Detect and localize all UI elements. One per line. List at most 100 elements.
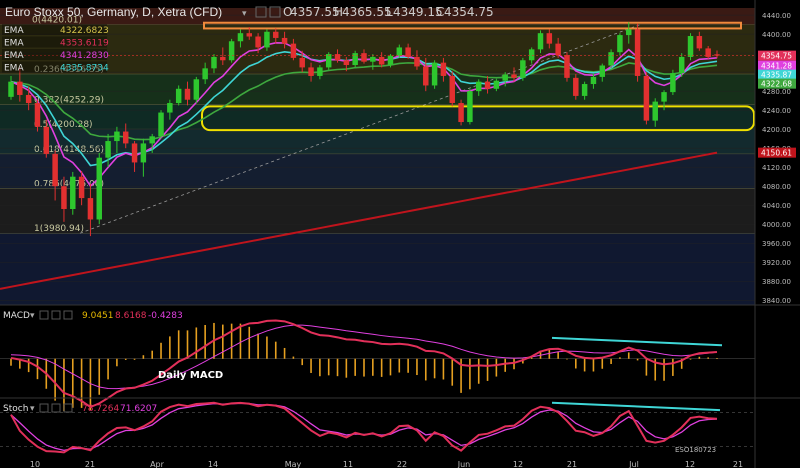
candle-body — [175, 88, 182, 104]
candle — [70, 171, 76, 215]
price-badge-label: 4341.28 — [761, 62, 792, 71]
macd-eye-icon[interactable] — [39, 310, 49, 320]
settings-icon[interactable] — [269, 6, 281, 18]
candle — [423, 57, 429, 92]
fib-label: 0.382(4252.29) — [34, 95, 104, 105]
signature-stamp: ESO180723 — [675, 446, 716, 454]
ema-legend-label[interactable]: EMA — [4, 64, 24, 74]
candle-body — [599, 65, 606, 77]
candle-body — [17, 81, 23, 95]
ema-legend-label[interactable]: EMA — [4, 51, 24, 61]
candle — [661, 90, 667, 111]
price-badge-label: 4335.87 — [761, 71, 792, 80]
macd-dropdown-icon[interactable]: ▾ — [30, 311, 35, 321]
candle-body — [43, 126, 50, 154]
title-dropdown-icon[interactable]: ▾ — [242, 9, 247, 19]
candle-body — [440, 62, 447, 76]
candle-body — [131, 143, 138, 163]
candle — [634, 23, 641, 82]
candle-body — [114, 131, 120, 142]
candle — [158, 110, 164, 139]
candle-body — [122, 131, 129, 144]
candle-body — [581, 84, 588, 96]
fib-band — [0, 188, 755, 234]
candle-body — [228, 41, 235, 61]
price-badge-label: 4354.75 — [761, 52, 792, 61]
macd-line — [10, 319, 718, 409]
candle — [405, 43, 411, 59]
candle-body — [705, 48, 711, 57]
x-axis-label: 12 — [685, 460, 695, 468]
candle-body — [281, 37, 288, 44]
stoch-title[interactable]: Stoch — [3, 404, 28, 414]
fib-label: 0.786(4075.00) — [34, 180, 104, 190]
stoch-d-value: 71.6207 — [120, 404, 157, 414]
candle — [149, 133, 155, 153]
fib-label: 0.236(4316.35) — [34, 65, 104, 75]
candle — [370, 54, 376, 70]
ema-legend-value: 4341.2830 — [60, 51, 109, 61]
chart-title[interactable]: Euro Stoxx 50, Germany, D, Xetra (CFD) — [5, 5, 222, 19]
ema-legend-value: 4353.6119 — [60, 39, 109, 49]
ema-legend-bg — [2, 61, 107, 73]
candle-body — [273, 31, 279, 38]
macd-close-icon[interactable] — [63, 310, 73, 320]
x-axis-label: May — [285, 460, 302, 468]
fib-label: 0.618(4148.56) — [34, 145, 104, 155]
candle — [17, 67, 23, 102]
candle — [281, 31, 288, 49]
candle-body — [308, 67, 314, 76]
candle — [608, 49, 614, 69]
x-axis-label: 12 — [513, 460, 523, 468]
x-axis-label: 22 — [397, 460, 407, 468]
macd-value: 9.0451 — [82, 311, 114, 321]
candle — [184, 81, 191, 106]
candle-body — [546, 33, 553, 44]
candle — [114, 126, 120, 153]
stoch-eye-icon[interactable] — [39, 403, 49, 413]
ema-legend-label[interactable]: EMA — [4, 39, 24, 49]
candle-body — [70, 176, 76, 210]
candle-body — [334, 54, 341, 61]
candle-body — [317, 67, 323, 76]
stoch-settings-icon[interactable] — [51, 403, 61, 413]
candle — [590, 74, 597, 89]
candle-body — [96, 157, 102, 220]
candle — [378, 52, 385, 68]
ema-legend-bg — [2, 49, 107, 60]
candle — [670, 69, 676, 95]
candle — [431, 60, 438, 89]
candle-body — [458, 103, 464, 123]
price-badge — [758, 147, 796, 158]
macd-title[interactable]: MACD — [3, 311, 30, 321]
candle-body — [149, 136, 155, 144]
price-tick-label: 4000.00 — [762, 221, 791, 229]
candle — [220, 47, 226, 66]
candle — [52, 150, 58, 201]
ohlc-low: 4349.15 — [393, 5, 443, 19]
ema-legend-label[interactable]: EMA — [4, 26, 24, 36]
price-tick-label: 3960.00 — [762, 240, 791, 248]
stoch-dropdown-icon[interactable]: ▾ — [30, 404, 35, 414]
candle — [175, 85, 182, 106]
ema-200-line — [0, 151, 718, 290]
candle — [34, 99, 41, 132]
price-tick-label: 3880.00 — [762, 278, 791, 286]
ema-legend: EMA 4322.6823 EMA 4353.6119 EMA 4341.2830 EMA 4… — [2, 24, 109, 74]
candle — [705, 46, 711, 59]
ohlc-high: 4365.55 — [342, 5, 392, 19]
stoch-close-icon[interactable] — [63, 403, 73, 413]
candle — [78, 170, 85, 206]
macd-settings-icon[interactable] — [51, 310, 61, 320]
candle — [537, 30, 544, 54]
visibility-icon[interactable] — [255, 6, 267, 18]
candle — [361, 49, 367, 64]
candle-body — [484, 81, 491, 89]
candle-body — [696, 36, 703, 49]
candle — [599, 63, 606, 82]
candle-body — [678, 56, 685, 74]
candle — [555, 37, 561, 58]
x-axis-label: 10 — [30, 460, 40, 468]
